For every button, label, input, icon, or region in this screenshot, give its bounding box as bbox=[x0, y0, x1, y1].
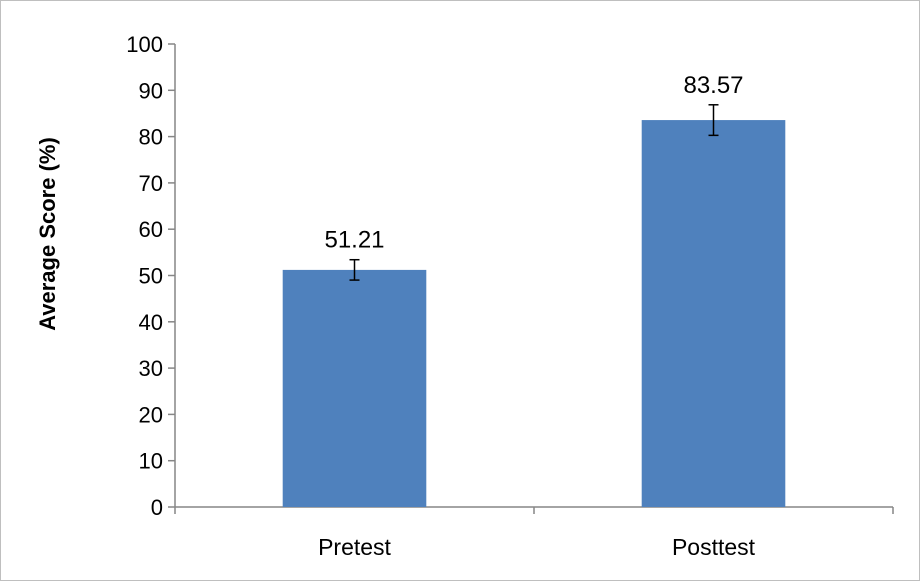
data-label: 51.21 bbox=[324, 227, 384, 254]
bar-posttest bbox=[641, 120, 786, 508]
x-tick-label: Posttest bbox=[672, 534, 756, 560]
y-tick-label: 60 bbox=[139, 217, 163, 242]
y-tick-label: 80 bbox=[139, 125, 163, 150]
y-tick-label: 20 bbox=[139, 402, 163, 427]
bar-pretest bbox=[282, 269, 427, 507]
y-tick-label: 0 bbox=[151, 495, 163, 520]
y-tick-label: 10 bbox=[139, 449, 163, 474]
x-tick-label: Pretest bbox=[318, 534, 391, 560]
y-tick-label: 50 bbox=[139, 264, 163, 289]
y-axis-title: Average Score (%) bbox=[35, 137, 60, 331]
y-tick-label: 40 bbox=[139, 310, 163, 335]
y-axis: 0 10 20 30 40 50 60 70 80 90 100 bbox=[126, 32, 176, 520]
x-axis: Pretest Posttest bbox=[174, 506, 894, 560]
y-tick-label: 70 bbox=[139, 171, 163, 196]
y-tick-label: 30 bbox=[139, 356, 163, 381]
data-label: 83.57 bbox=[683, 72, 743, 99]
bars: 51.21 83.57 bbox=[282, 72, 786, 508]
y-tick-label: 100 bbox=[126, 32, 163, 57]
y-tick-label: 90 bbox=[139, 78, 163, 103]
